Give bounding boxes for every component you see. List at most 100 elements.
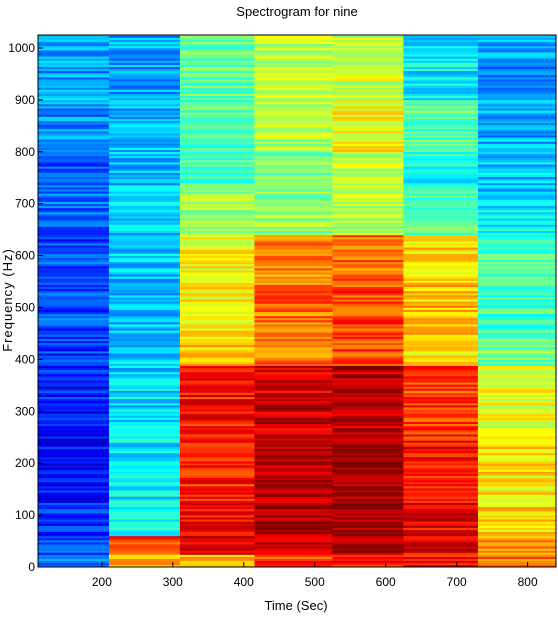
heatmap-cell bbox=[477, 527, 557, 530]
heatmap-cell bbox=[332, 459, 404, 462]
heatmap-cell bbox=[108, 421, 181, 425]
heatmap-cell bbox=[38, 496, 110, 499]
heatmap-cell bbox=[332, 243, 404, 246]
heatmap-cell bbox=[403, 50, 479, 53]
heatmap-cell bbox=[108, 95, 181, 99]
heatmap-cell bbox=[403, 471, 479, 474]
heatmap-cell bbox=[179, 367, 255, 371]
heatmap-cell bbox=[108, 529, 181, 533]
heatmap-cell bbox=[477, 432, 557, 435]
heatmap-cell bbox=[477, 452, 557, 456]
heatmap-cell bbox=[254, 116, 333, 119]
heatmap-cell bbox=[332, 334, 404, 337]
heatmap-cell bbox=[38, 488, 110, 491]
heatmap-cell bbox=[254, 332, 333, 335]
heatmap-cell bbox=[332, 139, 404, 142]
heatmap-cell bbox=[179, 378, 255, 381]
heatmap-cell bbox=[332, 112, 404, 115]
heatmap-cell bbox=[179, 70, 255, 74]
heatmap-cell bbox=[108, 459, 181, 462]
heatmap-cell bbox=[108, 149, 181, 153]
heatmap-cell bbox=[477, 326, 557, 329]
heatmap-cell bbox=[179, 295, 255, 298]
heatmap-cell bbox=[332, 83, 404, 86]
heatmap-cell bbox=[403, 380, 479, 383]
heatmap-cell bbox=[477, 540, 557, 543]
heatmap-cell bbox=[403, 52, 479, 55]
heatmap-cell bbox=[108, 160, 181, 163]
heatmap-cell bbox=[108, 315, 181, 319]
heatmap-cell bbox=[332, 97, 404, 101]
heatmap-cell bbox=[332, 199, 404, 202]
heatmap-cell bbox=[108, 195, 181, 198]
heatmap-cell bbox=[179, 357, 255, 360]
heatmap-cell bbox=[108, 97, 181, 101]
heatmap-cell bbox=[477, 131, 557, 134]
heatmap-cell bbox=[108, 427, 181, 431]
heatmap-cell bbox=[254, 52, 333, 55]
heatmap-cell bbox=[254, 284, 333, 288]
heatmap-cell bbox=[403, 513, 479, 516]
heatmap-cell bbox=[477, 205, 557, 209]
heatmap-cell bbox=[179, 425, 255, 429]
heatmap-cell bbox=[254, 56, 333, 59]
heatmap-cell bbox=[179, 546, 255, 549]
heatmap-cell bbox=[332, 168, 404, 171]
heatmap-cell bbox=[332, 521, 404, 524]
heatmap-cell bbox=[254, 93, 333, 97]
heatmap-cell bbox=[38, 259, 110, 263]
heatmap-cell bbox=[254, 155, 333, 159]
heatmap-cell bbox=[179, 112, 255, 115]
y-tick-label: 700 bbox=[15, 197, 35, 211]
heatmap-cell bbox=[254, 249, 333, 252]
heatmap-cell bbox=[254, 560, 333, 564]
heatmap-cell bbox=[108, 552, 181, 555]
heatmap-cell bbox=[477, 203, 557, 207]
heatmap-cell bbox=[403, 326, 479, 329]
heatmap-cell bbox=[477, 137, 557, 140]
heatmap-cell bbox=[254, 81, 333, 84]
heatmap-cell bbox=[477, 54, 557, 57]
heatmap-cell bbox=[38, 324, 110, 327]
heatmap-cell bbox=[108, 232, 181, 236]
heatmap-cell bbox=[179, 471, 255, 474]
heatmap-cell bbox=[477, 278, 557, 281]
heatmap-cell bbox=[477, 548, 557, 551]
heatmap-cell bbox=[403, 301, 479, 304]
heatmap-cell bbox=[403, 276, 479, 279]
heatmap-cell bbox=[38, 238, 110, 242]
heatmap-cell bbox=[477, 303, 557, 306]
heatmap-cell bbox=[332, 382, 404, 385]
heatmap-cell bbox=[108, 166, 181, 169]
heatmap-cell bbox=[332, 550, 404, 553]
heatmap-cell bbox=[332, 535, 404, 539]
heatmap-cell bbox=[254, 380, 333, 383]
heatmap-cell bbox=[403, 155, 479, 159]
heatmap-cell bbox=[38, 537, 110, 541]
heatmap-cell bbox=[477, 166, 557, 169]
heatmap-cell bbox=[108, 60, 181, 63]
heatmap-cell bbox=[332, 137, 404, 140]
heatmap-cell bbox=[254, 222, 333, 225]
heatmap-cell bbox=[38, 207, 110, 211]
heatmap-cell bbox=[108, 52, 181, 55]
heatmap-cell bbox=[38, 556, 110, 559]
heatmap-cell bbox=[477, 35, 557, 38]
heatmap-cell bbox=[403, 515, 479, 518]
heatmap-cell bbox=[254, 35, 333, 38]
heatmap-cell bbox=[403, 72, 479, 76]
heatmap-cell bbox=[38, 299, 110, 302]
heatmap-cell bbox=[108, 295, 181, 298]
heatmap-cell bbox=[403, 423, 479, 427]
heatmap-cell bbox=[254, 369, 333, 373]
heatmap-cell bbox=[179, 494, 255, 497]
heatmap-cell bbox=[254, 226, 333, 229]
heatmap-cell bbox=[332, 207, 404, 211]
heatmap-cell bbox=[332, 400, 404, 404]
heatmap-cell bbox=[254, 361, 333, 364]
heatmap-cell bbox=[332, 548, 404, 551]
heatmap-cell bbox=[108, 153, 181, 157]
heatmap-cell bbox=[332, 407, 404, 410]
heatmap-cell bbox=[332, 546, 404, 549]
heatmap-cell bbox=[403, 479, 479, 483]
